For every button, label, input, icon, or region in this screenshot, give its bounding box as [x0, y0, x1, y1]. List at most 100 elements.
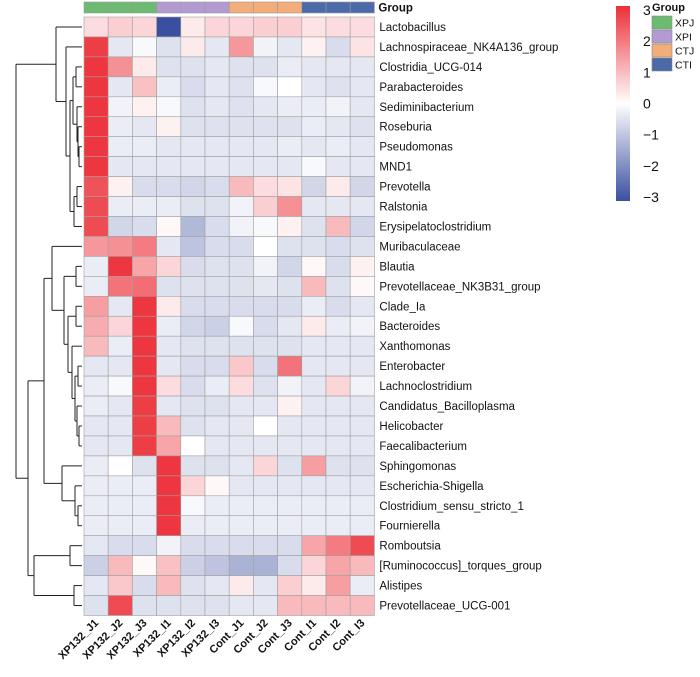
row-label: Blautia — [379, 261, 415, 273]
heatmap-cell — [349, 495, 375, 517]
heatmap-cell — [132, 495, 157, 517]
heatmap-cell — [277, 395, 303, 417]
heatmap-cell — [180, 156, 206, 177]
heatmap-cell — [180, 196, 206, 217]
heatmap-cell — [83, 575, 109, 596]
heatmap-cell — [325, 595, 351, 616]
heatmap-cell — [83, 176, 109, 197]
heatmap-cell — [107, 196, 133, 217]
heatmap-cell — [253, 595, 278, 616]
heatmap-cell — [228, 375, 254, 397]
heatmap-cell — [349, 375, 375, 397]
heatmap-cell — [83, 375, 109, 397]
heatmap-cell — [204, 395, 230, 417]
heatmap-cell — [325, 415, 351, 437]
heatmap-cell — [107, 56, 133, 78]
heatmap-cell — [277, 355, 303, 377]
column-labels: XP132_J1XP132_J2XP132_J3XP132_I1XP132_I2… — [56, 617, 367, 662]
heatmap-cell — [204, 535, 230, 556]
colorbar: 3 2 1 0 −1 −2 −3 — [616, 2, 659, 205]
heatmap-cell — [83, 515, 109, 537]
row-label: Sphingomonas — [379, 461, 456, 473]
row-label: Faecalibacterium — [379, 441, 467, 453]
heatmap-cell — [204, 136, 230, 157]
heatmap-cell — [83, 535, 109, 556]
heatmap-cell — [253, 76, 278, 98]
heatmap-cell — [301, 216, 327, 237]
heatmap-cell — [228, 595, 254, 616]
row-label: Enterobacter — [379, 361, 445, 373]
heatmap-cell — [204, 256, 230, 277]
heatmap-cell — [228, 555, 254, 576]
heatmap-cell — [277, 435, 303, 457]
heatmap-cell — [253, 216, 278, 237]
heatmap-cell — [204, 156, 230, 177]
heatmap-cell — [301, 335, 327, 357]
heatmap-cell — [132, 335, 157, 357]
heatmap-cell — [180, 315, 206, 337]
group-annotation-bar — [83, 1, 375, 14]
heatmap-cell — [228, 236, 254, 257]
heatmap-cell — [156, 36, 182, 58]
colorbar-tick: 2 — [643, 33, 651, 49]
row-label: Clostridia_UCG-014 — [379, 62, 483, 74]
annotation-cell-cti — [325, 1, 351, 14]
heatmap-cell — [228, 256, 254, 277]
heatmap-cell — [253, 196, 278, 217]
heatmap-cell — [349, 76, 375, 98]
heatmap-cell — [180, 116, 206, 138]
heatmap-cell — [277, 156, 303, 177]
heatmap-cell — [253, 555, 278, 576]
annotation-cell-xpj — [107, 1, 133, 14]
heatmap-cell — [107, 216, 133, 237]
heatmap-cell — [277, 36, 303, 58]
row-label: Prevotellaceae_NK3B31_group — [379, 281, 540, 293]
heatmap-cell — [156, 96, 182, 118]
heatmap-cell — [180, 256, 206, 277]
heatmap-cell — [301, 76, 327, 98]
heatmap-cell — [349, 236, 375, 257]
heatmap-cell — [156, 315, 182, 337]
heatmap-cell — [132, 256, 157, 277]
heatmap-cell — [301, 276, 327, 297]
heatmap-cell — [325, 16, 351, 38]
heatmap-cell — [301, 355, 327, 377]
heatmap-cell — [204, 435, 230, 457]
heatmap-cell — [180, 76, 206, 98]
heatmap-cell — [204, 295, 230, 317]
heatmap-cell — [83, 156, 109, 177]
heatmap-cell — [83, 16, 109, 38]
annotation-cell-xpj — [132, 1, 157, 14]
legend-label: XPI — [675, 32, 692, 44]
heatmap-cell — [325, 295, 351, 317]
heatmap-cell — [277, 375, 303, 397]
heatmap-cell — [204, 315, 230, 337]
colorbar-tick: −2 — [643, 158, 659, 174]
heatmap-cell — [253, 495, 278, 517]
heatmap-cell — [83, 96, 109, 118]
row-label: Ralstonia — [379, 202, 428, 214]
heatmap-cell — [349, 355, 375, 377]
heatmap-cell — [180, 236, 206, 257]
heatmap-cell — [83, 555, 109, 576]
heatmap-cell — [301, 595, 327, 616]
heatmap-cell — [301, 116, 327, 138]
heatmap-cell — [107, 495, 133, 517]
heatmap-cell — [277, 96, 303, 118]
heatmap-cell — [156, 335, 182, 357]
heatmap-cell — [349, 216, 375, 237]
heatmap-cell — [301, 256, 327, 277]
heatmap-cell — [228, 36, 254, 58]
annotation-cell-cti — [349, 1, 375, 14]
colorbar-tick: 1 — [643, 64, 651, 80]
heatmap-cell — [277, 216, 303, 237]
heatmap-cell — [325, 236, 351, 257]
annotation-cell-ctj — [277, 1, 303, 14]
heatmap-cell — [204, 176, 230, 197]
heatmap-cell — [277, 475, 303, 497]
heatmap-cell — [83, 495, 109, 517]
heatmap-cell — [180, 96, 206, 118]
heatmap-cell — [349, 395, 375, 417]
heatmap-cell — [180, 475, 206, 497]
row-label: Prevotellaceae_UCG-001 — [379, 601, 510, 613]
